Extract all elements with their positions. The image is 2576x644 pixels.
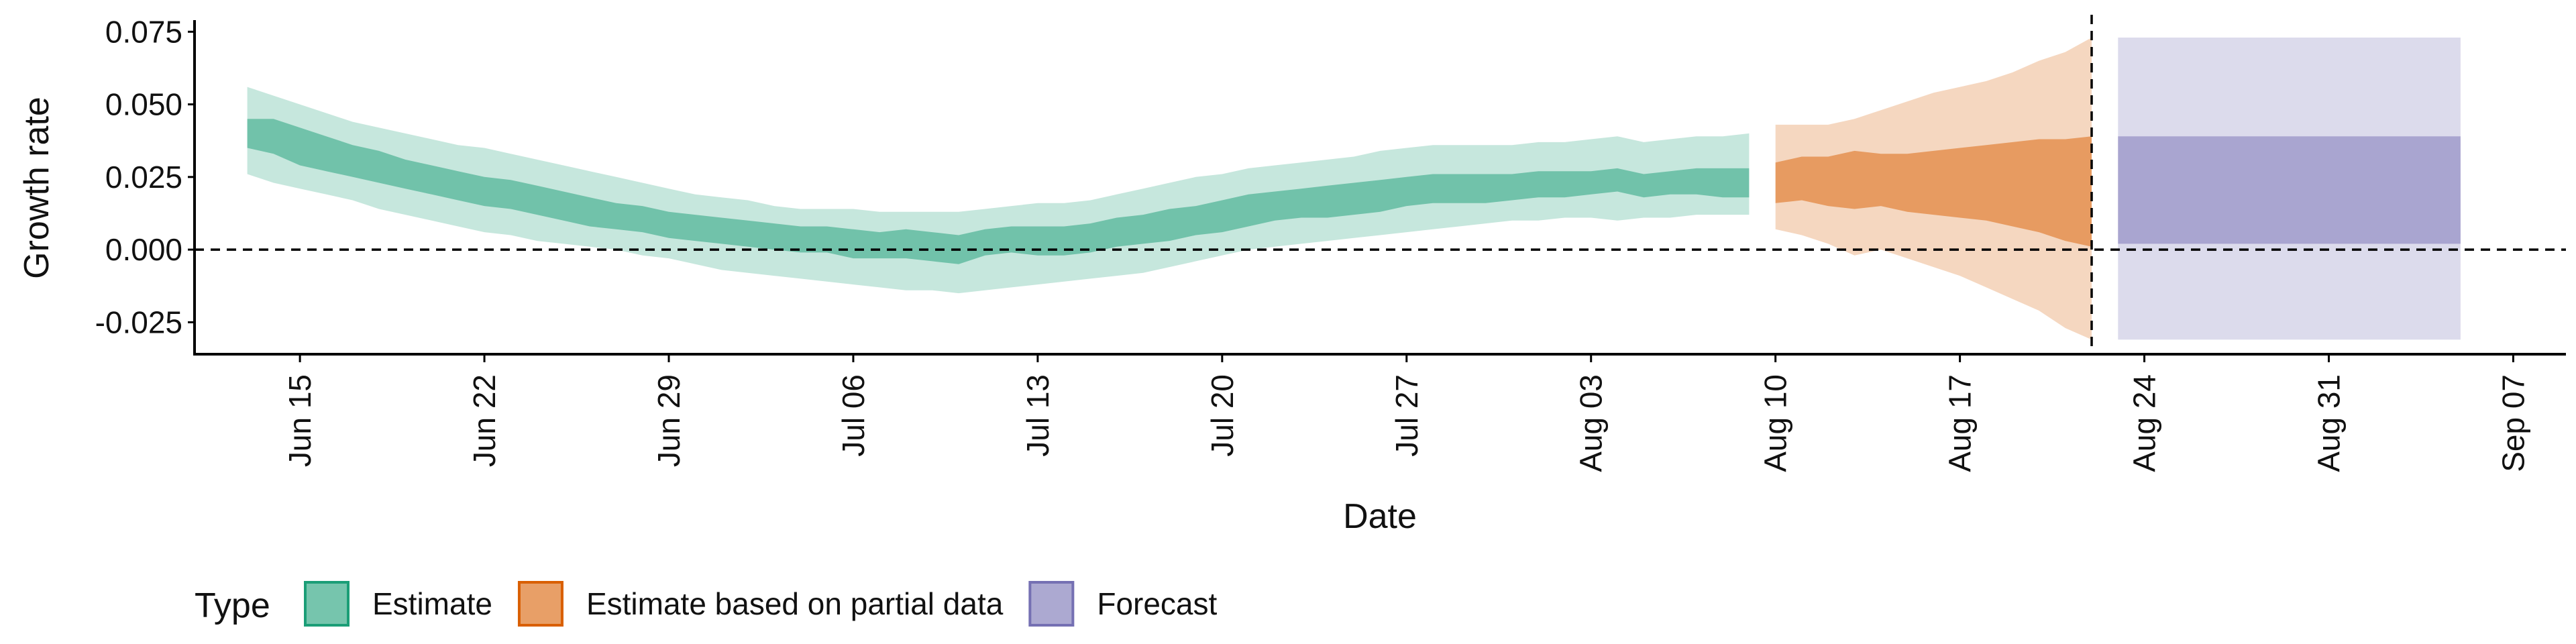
x-tick-label: Jul 13 (1020, 374, 1055, 457)
y-tick-label: 0.050 (105, 87, 182, 122)
y-tick-label: 0.025 (105, 160, 182, 195)
x-tick-label: Jul 06 (836, 374, 871, 457)
reference-lines (195, 15, 2566, 354)
estimate-50-band (247, 119, 1750, 264)
axes (193, 20, 2566, 356)
x-tick-label: Aug 10 (1758, 374, 1793, 472)
x-tick-label: Jul 20 (1205, 374, 1240, 457)
legend-key-forecast (1028, 581, 1075, 627)
x-tick-label: Aug 24 (2127, 374, 2162, 472)
legend-key-estimate-based-on-partial-data (517, 581, 564, 627)
y-tick-label: 0.000 (105, 232, 182, 267)
legend: Type Estimate Estimate based on partial d… (195, 581, 1218, 627)
x-tick-label: Jun 22 (467, 374, 502, 467)
x-tick-label: Sep 07 (2496, 374, 2530, 472)
y-axis-ticks: 0.075 0.050 0.025 0.000 -0.025 (95, 14, 195, 339)
estimate-90-band (247, 87, 1750, 294)
legend-label-estimate-based-on-partial-data: Estimate based on partial data (586, 586, 1004, 621)
forecast-50-band (2118, 136, 2461, 244)
estimate-based-on-partial-data-50-band (1775, 136, 2092, 247)
uncertainty-bands (247, 38, 2461, 340)
x-axis-title: Date (1343, 497, 1417, 536)
y-tick-label: 0.075 (105, 14, 182, 49)
x-axis-ticks: Jun 15 Jun 22 Jun 29 Jul 06 Jul 13 Jul 20 Jul … (282, 354, 2530, 472)
legend-key-estimate (304, 581, 350, 627)
x-tick-label: Aug 03 (1574, 374, 1609, 472)
legend-title: Type (195, 586, 270, 625)
legend-label-forecast: Forecast (1097, 586, 1217, 621)
legend-label-estimate: Estimate (372, 586, 492, 621)
x-tick-label: Jun 29 (651, 374, 686, 467)
x-tick-label: Aug 17 (1943, 374, 1978, 472)
y-tick-label: -0.025 (95, 305, 182, 339)
x-tick-label: Jun 15 (282, 374, 317, 467)
x-tick-label: Aug 31 (2312, 374, 2347, 472)
y-axis-title: Growth rate (17, 97, 56, 279)
x-tick-label: Jul 27 (1389, 374, 1424, 457)
